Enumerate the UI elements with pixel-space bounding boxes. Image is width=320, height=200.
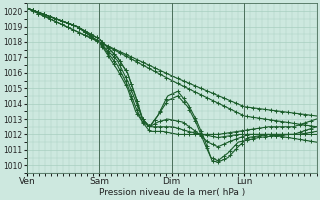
X-axis label: Pression niveau de la mer( hPa ): Pression niveau de la mer( hPa ) bbox=[99, 188, 245, 197]
